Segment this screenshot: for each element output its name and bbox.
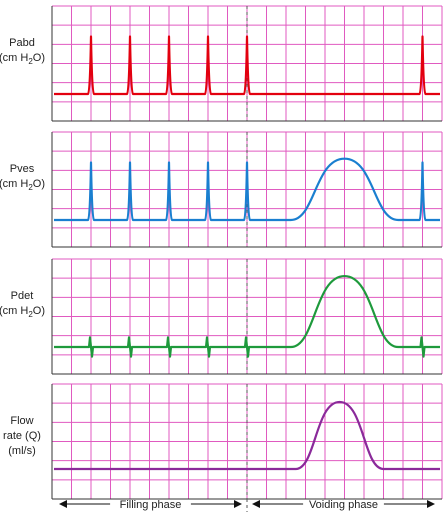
panel-label: Pabd (cm H2O) — [0, 37, 45, 66]
trace-pves — [54, 157, 440, 222]
panel-label: Pdet (cm H2O) — [0, 290, 45, 319]
trace-flow — [54, 400, 440, 471]
phase-axis: Filling phase Voiding phase — [59, 499, 435, 512]
panel-pabd: Pabd (cm H2O) — [0, 5, 443, 122]
phase-label: Voiding phase — [309, 499, 378, 511]
panel-flow: Flow rate (Q) (ml/s) — [3, 383, 443, 500]
trace-pdet — [54, 274, 440, 358]
panel-pves: Pves (cm H2O) — [0, 131, 443, 248]
trace-pabd — [54, 35, 440, 96]
panel-label: Flow rate (Q) (ml/s) — [3, 415, 41, 457]
phase-label: Filling phase — [120, 499, 182, 511]
panel-pdet: Pdet (cm H2O) — [0, 258, 443, 375]
panel-label: Pves (cm H2O) — [0, 163, 45, 192]
